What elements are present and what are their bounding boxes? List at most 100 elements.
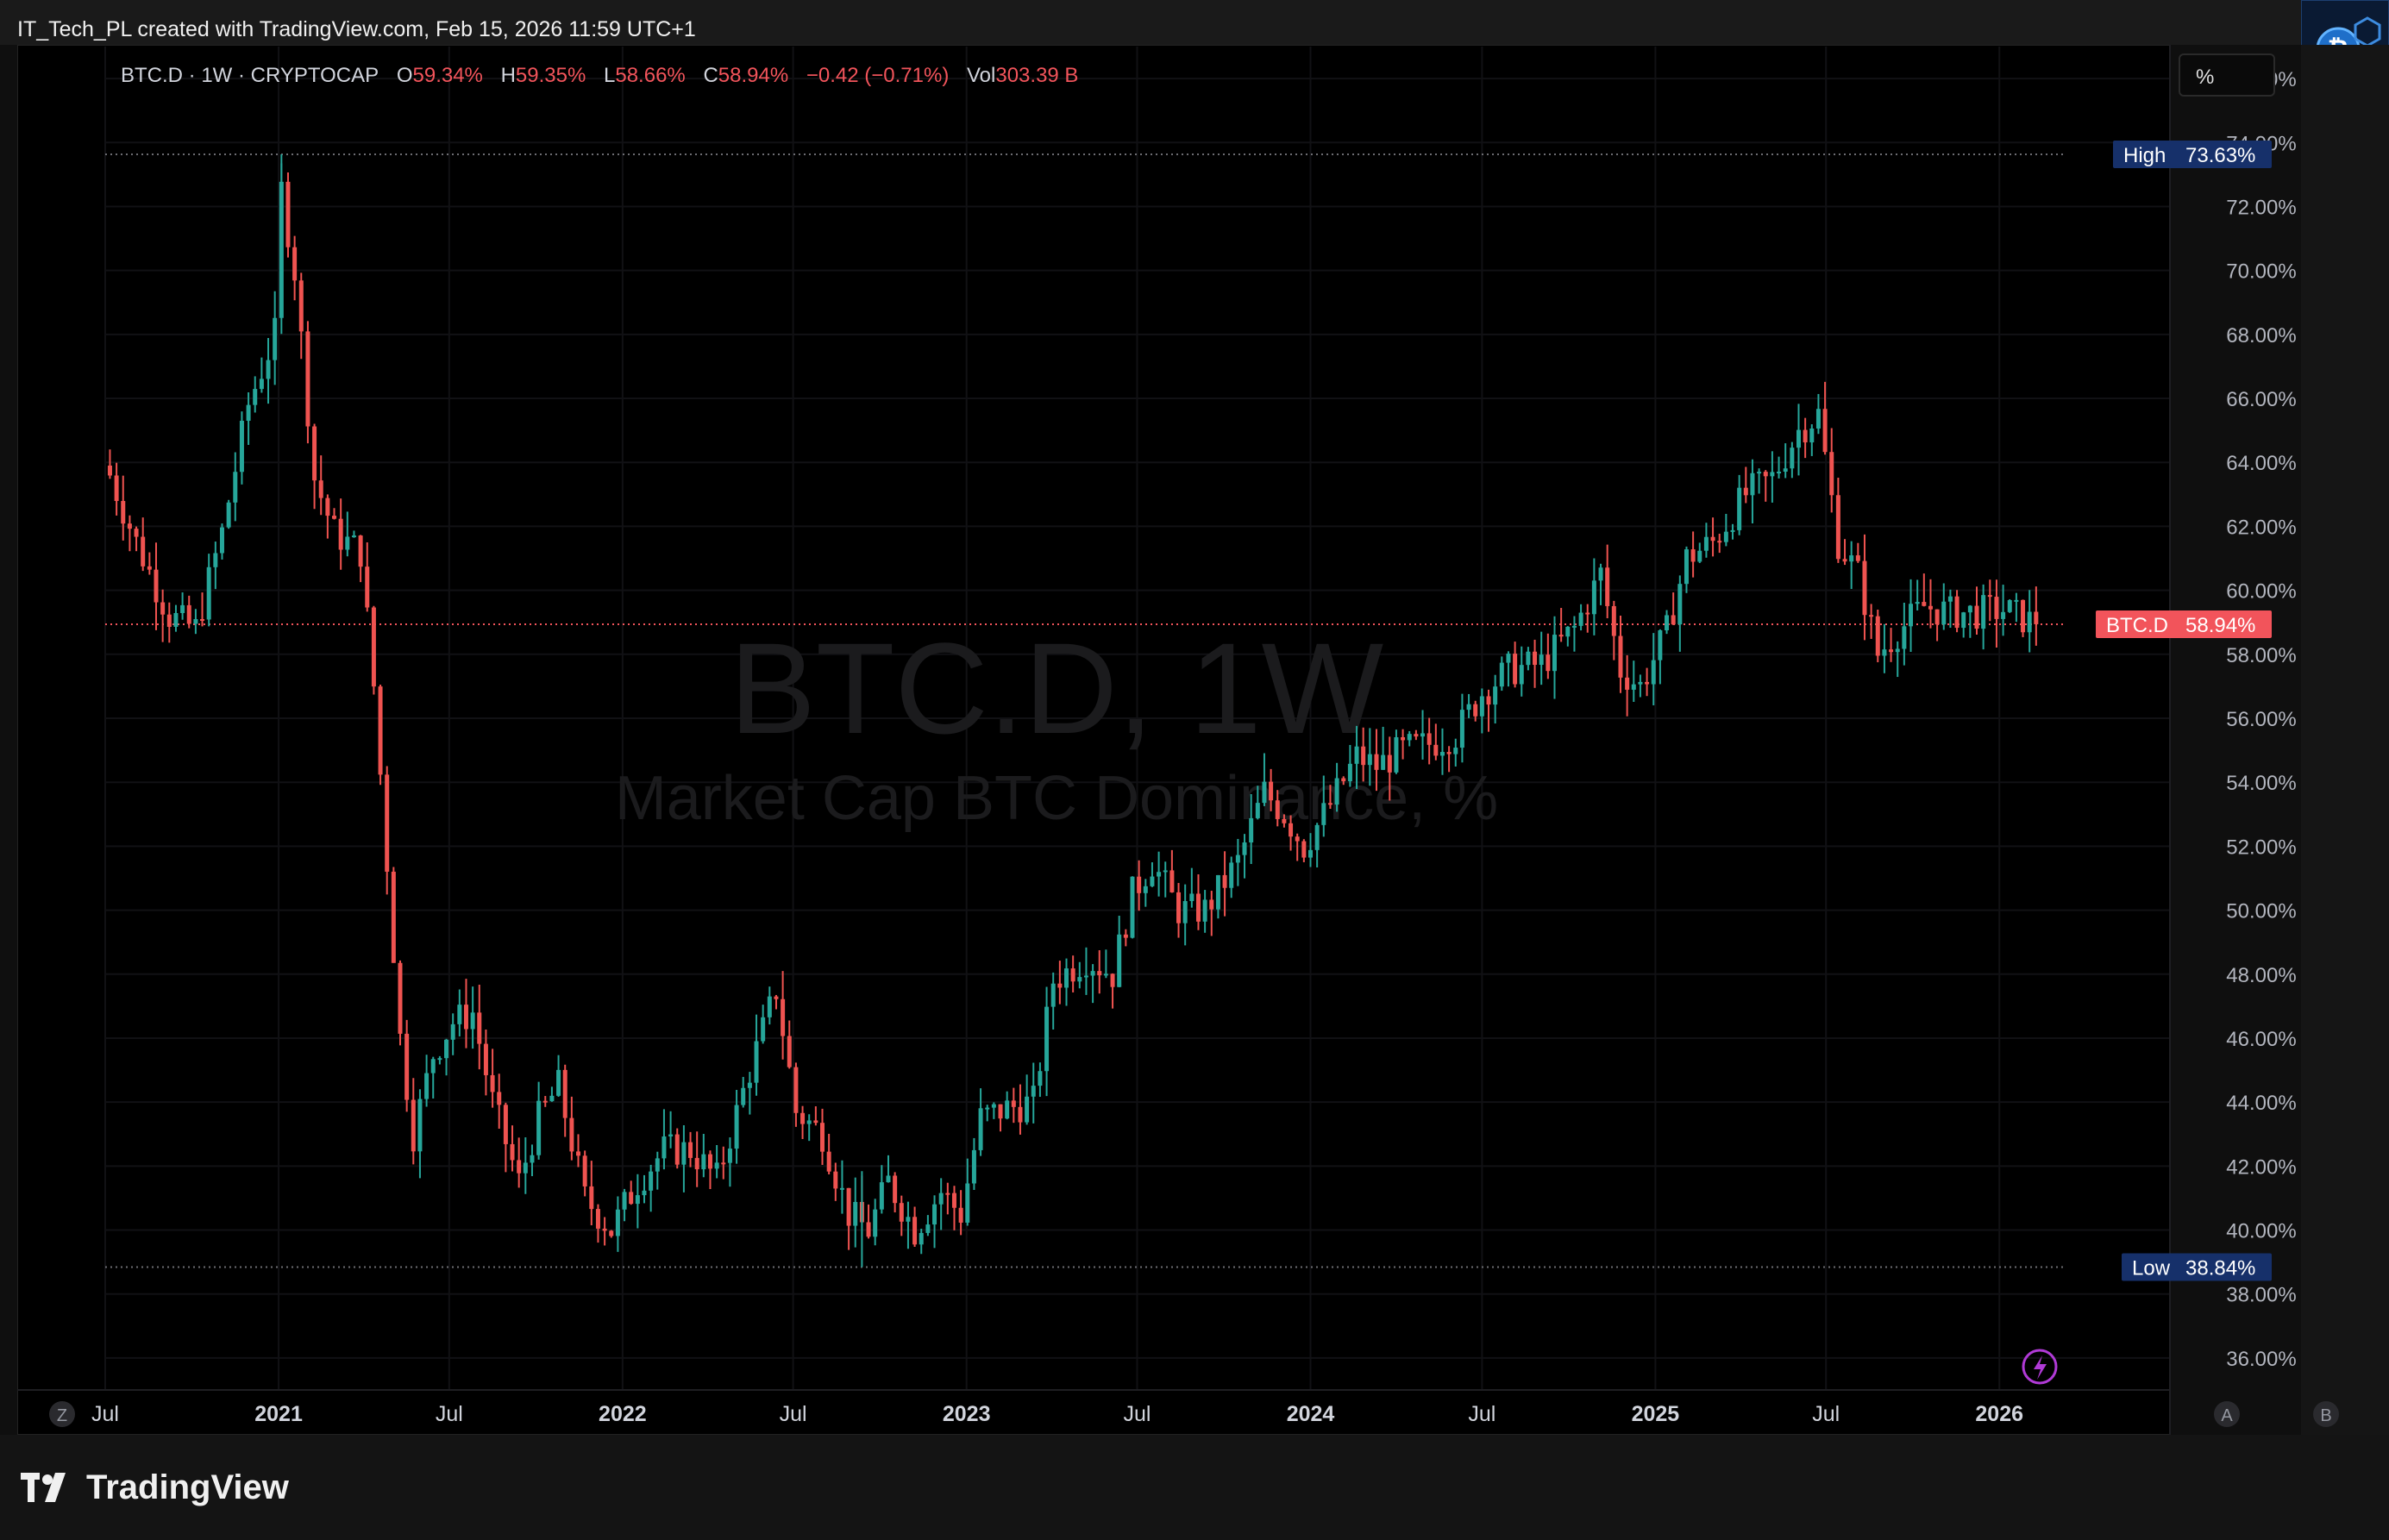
candle-body (1585, 612, 1590, 615)
candle-body (1777, 471, 1782, 473)
scale-button-mid[interactable] (2214, 1401, 2240, 1427)
candle-body (1446, 752, 1452, 754)
price-axis: 36.00% 38.00% 40.00% 42.00% 44.00% 46.00% 48.0… (2226, 68, 2296, 1371)
footer-bar (0, 1435, 2389, 1540)
legend-vol: 303.39 B (995, 64, 1079, 87)
y-tick-label: 70.00% (2226, 260, 2296, 284)
candle-body (912, 1217, 918, 1245)
candle-body (1723, 531, 1728, 542)
price-badges: High 73.63% Low 38.84% BTC.D 58.94% (2096, 141, 2272, 1281)
candle-body (899, 1203, 904, 1222)
candle-body (107, 465, 112, 476)
y-tick-label: 38.00% (2226, 1284, 2296, 1307)
legend-symbol[interactable]: BTC.D · 1W · CRYPTOCAP (121, 64, 379, 87)
candle-body (411, 1099, 416, 1152)
candle-body (754, 1041, 759, 1083)
candle-body (510, 1143, 515, 1161)
scale-button-label-left: Z (57, 1406, 67, 1425)
y-tick-label: 64.00% (2226, 452, 2296, 475)
candle-body (1321, 803, 1326, 825)
x-tick-label: Jul (1812, 1402, 1840, 1426)
candle-body (879, 1182, 884, 1210)
creator-caption: IT_Tech_PL created with TradingView.com,… (17, 17, 696, 41)
unit-toggle-button[interactable]: % (2179, 53, 2275, 97)
candle-body (932, 1204, 937, 1225)
candle-body (1407, 734, 1412, 741)
y-tick-label: 66.00% (2226, 388, 2296, 411)
candle-body (1533, 651, 1538, 666)
candle-body (1374, 754, 1379, 770)
candle-body (305, 331, 310, 427)
lightning-icon[interactable] (2022, 1349, 2058, 1385)
candle-body (701, 1154, 706, 1170)
candle-body (253, 389, 258, 405)
candle-body (160, 602, 166, 615)
candle-body (483, 1043, 488, 1075)
candle-body (1453, 748, 1458, 754)
candle-body (1855, 555, 1860, 561)
candle-body (398, 962, 403, 1034)
candle-body (1314, 824, 1320, 850)
candle-body (833, 1171, 838, 1189)
candle-body (430, 1059, 436, 1074)
candle-body (325, 498, 330, 516)
candle-body (747, 1082, 752, 1088)
candle-body (1684, 549, 1689, 585)
candle-body (1361, 746, 1366, 766)
candle-body (1327, 803, 1332, 805)
candle-body (1031, 1086, 1036, 1097)
candle-body (866, 1222, 871, 1237)
candle-body (477, 1012, 482, 1044)
candle-body (358, 535, 363, 567)
candle-body (1631, 684, 1636, 690)
lightning-bolt (2034, 1355, 2047, 1380)
candle-body (1677, 584, 1683, 625)
candle-body (200, 619, 205, 622)
candle-body (1703, 536, 1709, 551)
y-tick-label: 48.00% (2226, 964, 2296, 987)
candle-body (1961, 612, 1966, 629)
high-value: 73.63% (2185, 144, 2255, 167)
candle-body (1869, 615, 1874, 617)
scale-button-right[interactable] (2313, 1401, 2339, 1427)
candle-body (1981, 595, 1986, 629)
candle-body (1235, 855, 1240, 863)
candle-body (246, 404, 251, 421)
y-tick-label: 36.00% (2226, 1348, 2296, 1371)
candle-body (727, 1149, 732, 1163)
candle-body (173, 612, 179, 627)
candle-body (542, 1100, 548, 1103)
candle-body (1163, 870, 1168, 873)
candle-body (1420, 733, 1426, 737)
candle-body (1439, 752, 1445, 756)
candle-body (734, 1105, 739, 1149)
chart-frame[interactable] (17, 45, 2171, 1435)
candle-body (437, 1058, 442, 1061)
candle-body (688, 1142, 693, 1158)
candle-body (1895, 648, 1900, 653)
candle-body (338, 518, 343, 550)
candle-body (1044, 1006, 1050, 1072)
candle-body (523, 1162, 528, 1174)
candle-body (127, 523, 132, 529)
candle-body (404, 1033, 410, 1100)
candle-body (1697, 550, 1702, 562)
candle-body (1922, 602, 1927, 606)
candle-body (595, 1209, 600, 1229)
scale-button-label-right: B (2320, 1406, 2331, 1425)
legend-close-label: C (703, 64, 718, 87)
candle-body (1493, 686, 1498, 705)
y-tick-label: 42.00% (2226, 1155, 2296, 1179)
candle-body (378, 686, 383, 775)
y-tick-label: 50.00% (2226, 900, 2296, 923)
scale-button-left[interactable] (49, 1401, 75, 1427)
candle-body (530, 1155, 535, 1163)
candle-body (1414, 734, 1419, 737)
brand[interactable]: TradingView (21, 1468, 289, 1507)
candlesticks (107, 154, 2039, 1268)
right-toolbar-strip (2301, 45, 2389, 1435)
candle-body (1123, 934, 1128, 938)
candle-body (1157, 872, 1162, 877)
legend-low-label: L (604, 64, 616, 87)
